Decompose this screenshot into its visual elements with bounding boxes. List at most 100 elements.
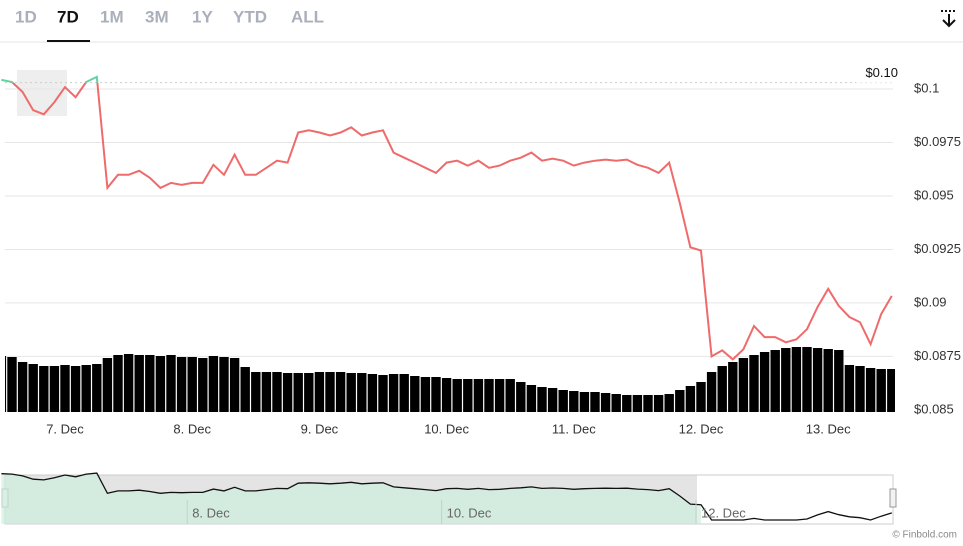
volume-bar xyxy=(579,392,590,412)
volume-bar xyxy=(5,356,7,412)
reference-label: $0.10 xyxy=(865,65,898,80)
navigator-area xyxy=(1,473,701,524)
volume-bar xyxy=(198,358,208,412)
volume-bar xyxy=(653,395,664,412)
x-tick-label: 7. Dec xyxy=(46,421,84,436)
download-button[interactable] xyxy=(941,10,957,28)
volume-bar xyxy=(431,377,441,412)
range-button[interactable]: ALL xyxy=(291,7,324,26)
volume-bar xyxy=(39,366,49,412)
volume-bar xyxy=(759,352,770,412)
volume-bar xyxy=(7,357,17,412)
volume-bar xyxy=(558,390,568,412)
volume-bar xyxy=(675,390,685,412)
y-tick-label: $0.1 xyxy=(914,80,939,95)
volume-bar xyxy=(738,358,749,412)
volume-bar xyxy=(865,368,876,412)
volume-bar xyxy=(781,348,791,412)
volume-bar xyxy=(229,358,240,412)
range-button[interactable]: YTD xyxy=(233,7,267,26)
volume-bar xyxy=(49,366,60,412)
price-line xyxy=(10,82,893,361)
volume-bar xyxy=(484,379,494,412)
download-icon xyxy=(942,19,956,28)
volume-bar xyxy=(537,387,547,412)
volume-bar xyxy=(664,394,674,412)
volume-bar xyxy=(102,358,113,412)
y-tick-label: $0.0925 xyxy=(914,241,961,256)
volume-bar xyxy=(855,366,865,412)
volume-bar xyxy=(346,373,356,412)
volume-bar xyxy=(70,366,81,412)
range-button[interactable]: 1Y xyxy=(192,7,213,26)
range-button[interactable]: 3M xyxy=(145,7,169,26)
volume-bar xyxy=(60,365,70,412)
range-button[interactable]: 1D xyxy=(15,7,37,26)
volume-bar xyxy=(155,356,166,412)
volume-bar xyxy=(791,347,802,412)
volume-bar xyxy=(325,372,335,412)
navigator-label: 10. Dec xyxy=(447,505,492,520)
volume-bar xyxy=(219,357,229,412)
volume-bar xyxy=(441,378,452,412)
volume-bar xyxy=(876,369,886,412)
navigator-handle[interactable] xyxy=(889,488,897,508)
volume-bar xyxy=(600,393,611,412)
volume-bar xyxy=(293,373,303,412)
volume-bar xyxy=(335,372,346,412)
volume-bar xyxy=(473,379,484,412)
price-line-up xyxy=(1,75,99,83)
volume-bar xyxy=(887,369,895,412)
x-tick-label: 9. Dec xyxy=(301,421,339,436)
volume-bar xyxy=(134,355,144,412)
volume-bar xyxy=(463,379,473,412)
volume-bar xyxy=(706,372,717,412)
x-tick-label: 12. Dec xyxy=(679,421,724,436)
y-tick-label: $0.095 xyxy=(914,187,954,202)
volume-bar xyxy=(208,356,219,412)
volume-bar xyxy=(643,395,653,412)
volume-bar xyxy=(611,394,621,412)
volume-bar xyxy=(176,357,187,412)
volume-bar xyxy=(272,372,282,412)
volume-bar xyxy=(378,375,388,412)
navigator-line xyxy=(1,472,892,521)
volume-bar xyxy=(526,385,537,412)
reference-label-bg xyxy=(856,64,900,83)
y-tick-label: $0.085 xyxy=(914,401,954,416)
x-tick-label: 10. Dec xyxy=(424,421,469,436)
y-tick-label: $0.09 xyxy=(914,294,947,309)
volume-bar xyxy=(728,362,738,412)
volume-bar xyxy=(547,388,558,412)
volume-bar xyxy=(166,355,176,412)
x-tick-label: 8. Dec xyxy=(173,421,211,436)
volume-bar xyxy=(802,347,812,412)
x-tick-label: 11. Dec xyxy=(552,421,596,436)
volume-bar xyxy=(685,386,696,412)
volume-bar xyxy=(505,379,515,412)
range-button[interactable]: 7D xyxy=(57,7,79,26)
volume-bar xyxy=(717,366,727,412)
volume-bar xyxy=(28,364,38,412)
volume-bar xyxy=(823,349,833,412)
volume-bar xyxy=(81,365,91,412)
volume-bar xyxy=(494,379,505,412)
volume-bar xyxy=(516,382,526,412)
volume-bar xyxy=(410,376,420,412)
volume-bar xyxy=(622,395,632,412)
volume-bar xyxy=(282,373,293,412)
volume-bar xyxy=(240,367,250,412)
range-button[interactable]: 1M xyxy=(100,7,124,26)
navigator-label: 12. Dec xyxy=(701,505,746,520)
volume-bar xyxy=(261,372,272,412)
volume-bar xyxy=(452,379,462,412)
volume-bar xyxy=(17,362,28,412)
volume-bar xyxy=(399,374,409,412)
volume-bar xyxy=(844,365,855,412)
volume-bar xyxy=(251,372,261,412)
volume-bar xyxy=(749,355,759,412)
volume-bar xyxy=(770,350,780,412)
volume-bar xyxy=(187,357,197,412)
